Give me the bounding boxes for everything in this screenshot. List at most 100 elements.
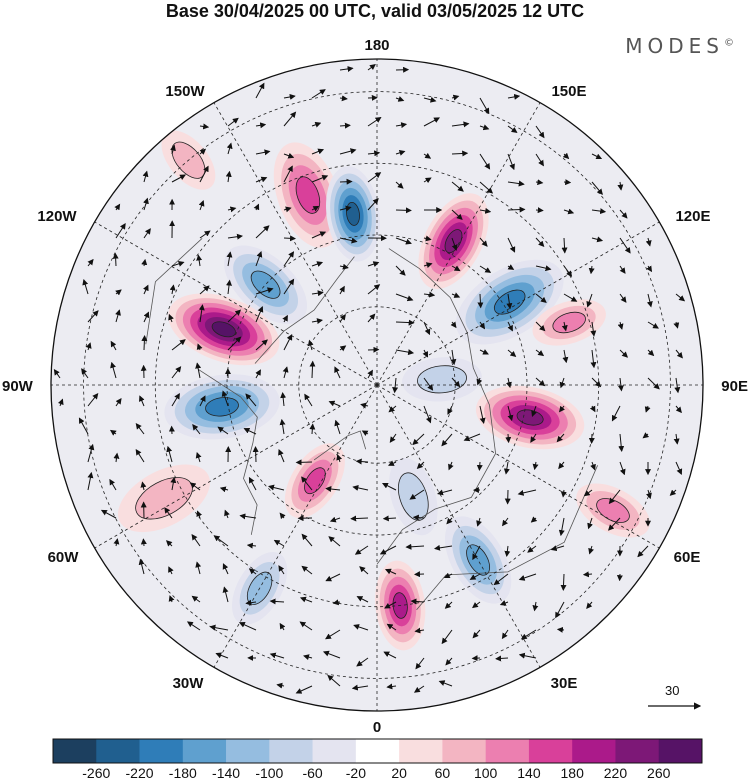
wind-vector xyxy=(587,517,593,530)
wind-vector xyxy=(556,626,565,633)
wind-vector xyxy=(674,377,681,394)
wind-vector xyxy=(441,629,453,645)
map-disc xyxy=(51,59,703,711)
wind-vector xyxy=(675,293,686,302)
wind-vector xyxy=(395,349,415,356)
wind-vector xyxy=(199,395,206,407)
wind-vector xyxy=(248,568,257,575)
coastline xyxy=(313,430,367,461)
lon-label-150e: 150E xyxy=(551,83,586,100)
colorbar-tick-label: 180 xyxy=(560,765,584,781)
wind-vector xyxy=(295,685,313,694)
wind-vector xyxy=(109,478,117,491)
wind-vector xyxy=(85,342,92,351)
wind-vector xyxy=(450,349,457,366)
wind-vector xyxy=(647,321,659,329)
wind-vector xyxy=(322,650,341,659)
colorbar-frame xyxy=(52,738,703,764)
colorbar-swatch xyxy=(528,739,573,763)
wind-vector xyxy=(619,293,627,303)
wind-vector xyxy=(53,368,61,379)
wind-vector xyxy=(109,429,117,436)
wind-vector xyxy=(87,310,99,323)
lon-label-90e: 90E xyxy=(721,378,748,395)
wind-vector xyxy=(386,683,397,690)
wind-vector xyxy=(278,448,285,463)
wind-vector xyxy=(532,461,539,471)
wind-vector xyxy=(476,377,483,386)
wind-vector xyxy=(450,321,457,329)
wind-vector xyxy=(245,599,257,606)
wind-vector xyxy=(209,624,229,631)
wind-vector xyxy=(311,148,325,155)
wind-vector xyxy=(354,545,369,555)
wind-vector xyxy=(279,512,286,520)
wind-vector xyxy=(169,284,176,295)
colorbar-swatch xyxy=(226,739,270,763)
wind-vector xyxy=(278,565,285,575)
wind-vector xyxy=(350,515,369,522)
wind-vector xyxy=(269,652,285,659)
wind-vector xyxy=(138,558,145,575)
wind-vector xyxy=(110,361,117,379)
wind-vector xyxy=(388,405,397,413)
wind-vector xyxy=(447,405,453,415)
wind-vector xyxy=(395,265,406,276)
wind-vector xyxy=(451,181,464,192)
wind-vector xyxy=(507,237,516,253)
wind-vector xyxy=(168,595,175,603)
wind-vector xyxy=(135,448,145,463)
wind-vector xyxy=(479,207,492,214)
wind-vector xyxy=(360,402,369,409)
colorbar-tick-label: -140 xyxy=(212,765,241,781)
wind-vector xyxy=(535,125,545,139)
wind-vector xyxy=(198,304,205,323)
wind-vector xyxy=(387,460,397,466)
wind-vector xyxy=(170,144,176,155)
wind-vector xyxy=(199,285,210,295)
colorbar-swatch xyxy=(182,739,227,763)
wind-vector xyxy=(222,563,229,575)
wind-vector xyxy=(334,366,341,379)
wind-vector xyxy=(327,674,341,687)
wind-vector xyxy=(535,237,545,248)
wind-vector xyxy=(395,293,414,302)
wind-vector xyxy=(334,419,341,435)
meridian xyxy=(213,102,378,386)
wind-vector xyxy=(252,446,259,463)
coastline xyxy=(254,256,355,364)
wind-vector xyxy=(143,284,149,295)
wind-vector xyxy=(409,489,425,500)
wind-vector xyxy=(226,142,233,155)
wind-vector xyxy=(352,484,369,491)
wind-vector xyxy=(669,489,677,496)
wind-vector xyxy=(617,321,624,330)
wind-vector xyxy=(311,174,329,183)
wind-vector xyxy=(143,311,150,323)
wind-vector xyxy=(339,122,351,129)
wind-vector xyxy=(438,680,453,687)
wind-vector xyxy=(199,148,207,155)
lon-label-60w: 60W xyxy=(48,549,80,566)
wind-vector xyxy=(255,251,263,267)
wind-vector xyxy=(507,93,521,100)
wind-vector xyxy=(328,536,341,547)
wind-vector xyxy=(110,340,117,351)
wind-vector xyxy=(591,153,603,160)
wind-vector xyxy=(339,313,346,323)
wind-vector xyxy=(283,152,295,159)
wind-vector xyxy=(423,96,437,103)
wind-vector xyxy=(550,545,565,552)
wind-vector xyxy=(410,598,425,605)
wind-vector xyxy=(422,349,429,358)
colorbar-swatch xyxy=(615,739,660,763)
wind-vector xyxy=(556,433,565,443)
wind-vector xyxy=(295,459,313,466)
wind-vector xyxy=(191,595,201,603)
wind-vector xyxy=(81,368,89,379)
anomaly-contour xyxy=(211,321,236,338)
colorbar-tick-label: -180 xyxy=(168,765,197,781)
map-boundary xyxy=(50,58,704,712)
wind-vector xyxy=(518,652,537,659)
wind-vector xyxy=(255,287,274,295)
